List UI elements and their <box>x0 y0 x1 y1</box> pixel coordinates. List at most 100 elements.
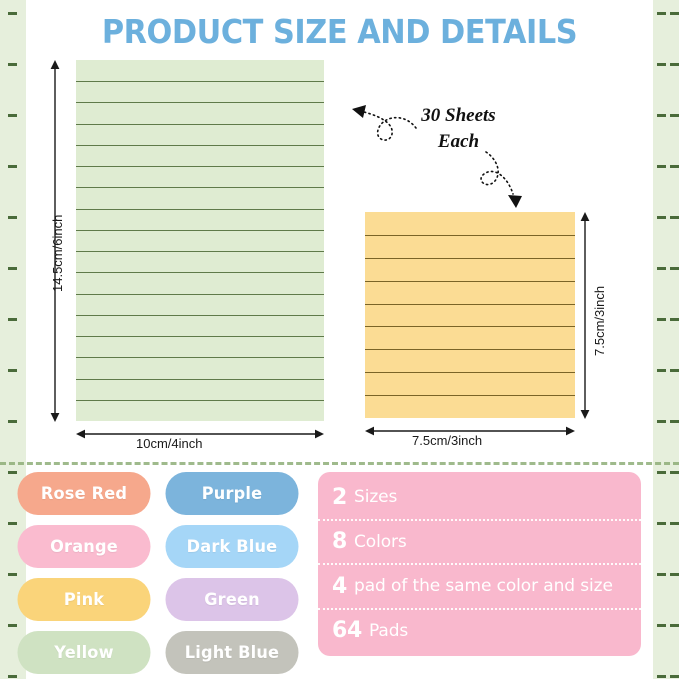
spec-row-text: Pads <box>369 620 409 641</box>
notepad-rule-line <box>365 304 575 305</box>
notepad-rule-line <box>76 145 324 146</box>
sheets-line-1: 30 Sheets <box>421 105 496 126</box>
small-pad-height-arrow <box>578 212 592 419</box>
edge-dash-mark <box>657 165 666 168</box>
notepad-rule-line <box>76 315 324 316</box>
edge-dash-mark <box>657 318 666 321</box>
notepad-rule-line <box>76 272 324 273</box>
large-pad-height-arrow <box>48 60 62 422</box>
notepad-rule-line <box>76 294 324 295</box>
edge-dash-mark <box>657 369 666 372</box>
edge-dash-mark <box>670 471 679 474</box>
edge-dash-mark <box>657 675 666 678</box>
edge-dash-mark <box>670 216 679 219</box>
edge-dash-mark <box>670 114 679 117</box>
edge-dash-mark <box>657 63 666 66</box>
spec-row-number: 8 <box>332 529 348 555</box>
edge-dash-mark <box>657 12 666 15</box>
edge-dash-mark <box>670 267 679 270</box>
small-pad-width-arrow <box>365 424 575 438</box>
spec-row-text: pad of the same color and size <box>354 576 613 597</box>
edge-dash-mark <box>8 63 17 66</box>
color-pill-rose-red[interactable]: Rose Red <box>17 472 151 515</box>
page-title: PRODUCT SIZE AND DETAILS <box>101 12 578 51</box>
edge-dash-mark <box>8 12 17 15</box>
color-pill-yellow[interactable]: Yellow <box>17 631 151 674</box>
edge-dash-mark <box>8 165 17 168</box>
small-notepad <box>365 212 575 418</box>
notepad-rule-line <box>365 326 575 327</box>
edge-dash-mark <box>657 216 666 219</box>
color-pill-pink[interactable]: Pink <box>17 578 151 621</box>
edge-dash-mark <box>657 114 666 117</box>
notepad-rule-line <box>76 81 324 82</box>
edge-dash-mark <box>8 420 17 423</box>
notepad-rule-line <box>76 230 324 231</box>
edge-dash-mark <box>670 624 679 627</box>
small-pad-width-label: 7.5cm/3inch <box>412 433 483 448</box>
edge-dash-mark <box>8 267 17 270</box>
notepad-rule-line <box>76 166 324 167</box>
edge-dash-mark <box>670 165 679 168</box>
spec-row-number: 64 <box>332 618 363 644</box>
edge-dash-mark <box>670 318 679 321</box>
notepad-rule-line <box>76 124 324 125</box>
curly-arrow-right-path <box>480 151 514 195</box>
small-pad-height-label: 7.5cm/3inch <box>592 285 607 356</box>
notepad-rule-line <box>365 281 575 282</box>
edge-dash-mark <box>657 573 666 576</box>
notepad-rule-line <box>76 209 324 210</box>
notepad-rule-line <box>365 235 575 236</box>
left-edge-dashes <box>0 0 26 679</box>
color-pill-light-blue[interactable]: Light Blue <box>165 631 299 674</box>
large-pad-width-arrow <box>76 427 324 441</box>
notepad-rule-line <box>76 400 324 401</box>
left-edge-strip <box>0 0 26 679</box>
spec-row: 2 Sizes <box>318 476 641 519</box>
edge-dash-mark <box>670 12 679 15</box>
color-pill-purple[interactable]: Purple <box>165 472 299 515</box>
color-pill-orange[interactable]: Orange <box>17 525 151 568</box>
spec-row-text: Colors <box>354 531 407 552</box>
edge-dash-mark <box>670 420 679 423</box>
spec-row-number: 4 <box>332 573 348 599</box>
color-pill-dark-blue[interactable]: Dark Blue <box>165 525 299 568</box>
spec-row-text: Sizes <box>354 487 398 508</box>
edge-dash-mark <box>670 369 679 372</box>
spec-panel: 2 Sizes 8 Colors 4 pad of the same color and … <box>318 472 641 656</box>
notepad-rule-line <box>76 357 324 358</box>
edge-dash-mark <box>8 624 17 627</box>
edge-dash-mark <box>8 114 17 117</box>
edge-dash-mark <box>8 471 17 474</box>
spec-row-number: 2 <box>332 484 348 510</box>
notepad-rule-line <box>76 102 324 103</box>
notepad-rule-line <box>76 187 324 188</box>
spec-row: 4 pad of the same color and size <box>318 563 641 608</box>
large-pad-width-label: 10cm/4inch <box>136 436 203 451</box>
edge-dash-mark <box>670 522 679 525</box>
edge-dash-mark <box>657 420 666 423</box>
edge-dash-mark <box>657 522 666 525</box>
sheets-annotation: 30 Sheets Each <box>386 103 531 154</box>
color-pill-green[interactable]: Green <box>165 578 299 621</box>
notepad-rule-line <box>365 258 575 259</box>
right-edge-dashes <box>653 0 679 679</box>
large-pad-height-label: 14.5cm/6inch <box>50 214 65 292</box>
edge-dash-mark <box>657 624 666 627</box>
edge-dash-mark <box>8 675 17 678</box>
curly-arrow-right-head <box>508 195 522 208</box>
edge-dash-mark <box>8 318 17 321</box>
notepad-rule-line <box>365 349 575 350</box>
edge-dash-mark <box>670 675 679 678</box>
right-edge-strip <box>653 0 679 679</box>
edge-dash-mark <box>8 522 17 525</box>
color-pill-grid: Rose Red Purple Orange Dark Blue Pink Green Ye… <box>14 472 304 674</box>
curly-arrow-left-path <box>363 111 417 141</box>
spec-row: 64 Pads <box>318 607 641 653</box>
notepad-rule-line <box>76 336 324 337</box>
section-divider <box>0 462 679 465</box>
edge-dash-mark <box>670 573 679 576</box>
edge-dash-mark <box>670 63 679 66</box>
